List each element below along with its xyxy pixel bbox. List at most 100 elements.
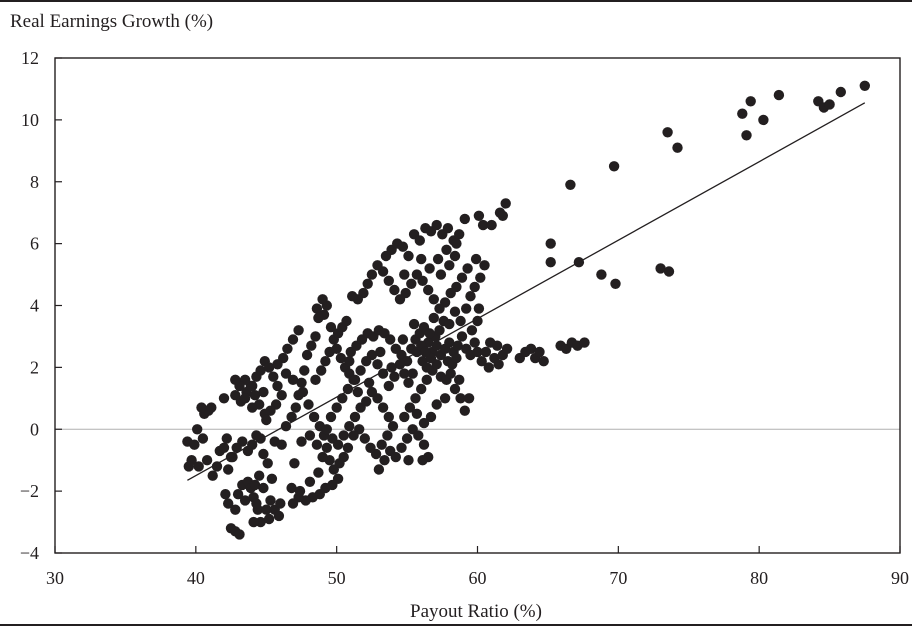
data-point (407, 368, 418, 379)
data-point (500, 198, 511, 209)
y-tick-label: 10 (21, 110, 39, 130)
data-point (441, 244, 452, 255)
data-point (608, 161, 620, 172)
y-tick-label: 12 (21, 48, 39, 68)
data-point (349, 411, 361, 423)
data-point (325, 322, 337, 333)
data-point (475, 272, 486, 283)
data-point (573, 257, 585, 268)
data-point (486, 219, 497, 231)
data-point (417, 455, 428, 466)
data-point (287, 334, 299, 345)
data-point (476, 356, 487, 367)
data-point (449, 383, 461, 395)
data-point (287, 498, 299, 509)
data-point (390, 451, 401, 463)
data-point (275, 498, 286, 509)
data-point (501, 343, 513, 354)
trend-line (187, 102, 866, 481)
data-point (462, 263, 473, 274)
data-point (382, 430, 393, 441)
data-point (859, 80, 870, 92)
data-point (610, 278, 621, 289)
data-point (272, 380, 283, 392)
data-point (276, 390, 287, 401)
data-point (379, 455, 390, 466)
data-point (824, 99, 835, 110)
data-point (294, 485, 306, 497)
data-point (439, 393, 451, 404)
data-point (311, 303, 323, 314)
data-point (311, 439, 323, 450)
data-point (290, 402, 301, 413)
data-point (421, 362, 432, 373)
data-point (347, 291, 358, 302)
data-point (473, 303, 485, 314)
data-point (394, 294, 406, 305)
data-point (408, 318, 420, 330)
x-axis-title: Payout Ratio (%) (410, 601, 542, 622)
data-point (304, 430, 316, 441)
data-point (424, 263, 435, 274)
data-point (261, 414, 272, 426)
data-point (418, 417, 430, 429)
y-tick-label: 6 (30, 234, 39, 254)
data-point (466, 325, 478, 336)
data-point (359, 433, 370, 444)
data-point (258, 482, 269, 494)
data-point (297, 386, 309, 398)
data-point (472, 315, 483, 327)
data-point (223, 464, 234, 475)
data-point (348, 430, 359, 441)
data-point (399, 269, 410, 280)
data-point (672, 142, 683, 153)
data-point (334, 458, 345, 469)
data-point (317, 294, 328, 305)
data-point (183, 461, 194, 472)
data-point (249, 390, 261, 401)
data-point (662, 127, 673, 138)
data-point (428, 312, 439, 324)
data-point (313, 312, 324, 324)
data-point (299, 365, 310, 376)
data-point (403, 250, 414, 262)
data-point (451, 352, 462, 364)
ticks-layer: 30 40 50 60 70 80 90 −4 −2 0 2 4 6 8 10 12 (20, 48, 909, 588)
data-point (239, 393, 251, 404)
data-point (342, 442, 354, 453)
data-points-layer (182, 80, 870, 540)
data-point (206, 402, 217, 413)
data-point (449, 250, 461, 262)
data-point (377, 368, 389, 379)
data-point (423, 284, 434, 296)
data-point (276, 439, 287, 450)
data-point (361, 396, 372, 407)
data-point (397, 334, 409, 345)
data-point (470, 253, 482, 265)
data-point (421, 374, 432, 385)
data-point (308, 411, 320, 423)
data-point (434, 325, 445, 336)
data-point (383, 275, 394, 286)
data-point (385, 334, 396, 345)
data-point (835, 86, 846, 98)
data-point (425, 411, 437, 423)
data-point (331, 343, 342, 354)
data-point (280, 421, 292, 432)
data-point (221, 433, 232, 444)
data-point (394, 359, 406, 370)
data-point (263, 513, 275, 525)
data-point (301, 349, 313, 361)
data-point (268, 371, 279, 382)
data-point (416, 383, 427, 395)
data-point (310, 331, 321, 342)
data-point (352, 386, 363, 398)
data-point (234, 529, 245, 540)
data-point (376, 439, 387, 450)
data-point (344, 356, 355, 367)
data-point (399, 411, 410, 423)
data-point (461, 303, 472, 314)
data-point (303, 399, 314, 410)
data-point (239, 495, 251, 506)
